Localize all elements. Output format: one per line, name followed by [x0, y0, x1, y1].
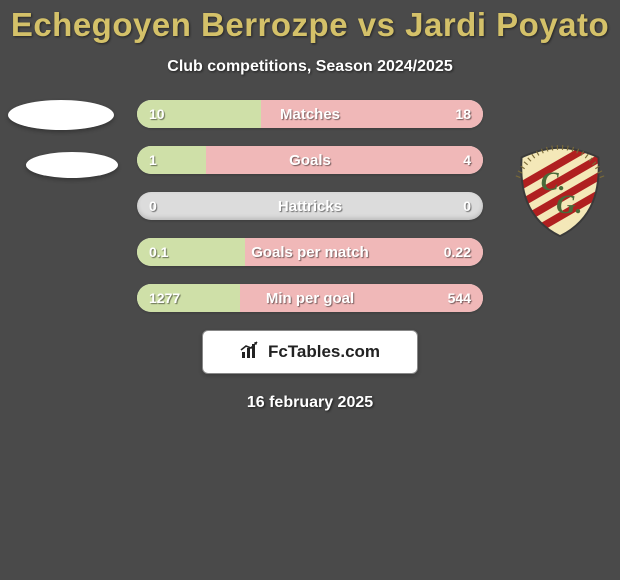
date-label: 16 february 2025: [0, 394, 620, 412]
bar-value-left: 1: [149, 146, 157, 174]
placeholder-ellipse: [26, 152, 118, 178]
bar-value-right: 4: [463, 146, 471, 174]
crest-svg: C. G.: [512, 144, 608, 240]
brand-text: FcTables.com: [268, 342, 380, 362]
bar-label: Hattricks: [137, 192, 483, 220]
stat-bar-row: Goals1 4: [137, 146, 483, 174]
stat-bar-row: Hattricks0 0: [137, 192, 483, 220]
bar-value-right: 18: [455, 100, 471, 128]
subtitle: Club competitions, Season 2024/2025: [0, 58, 620, 76]
stat-bar-row: Matches10 18: [137, 100, 483, 128]
stat-bar-row: Goals per match0.1 0.22: [137, 238, 483, 266]
page-title: Echegoyen Berrozpe vs Jardi Poyato: [0, 0, 620, 44]
bar-label: Goals: [137, 146, 483, 174]
bar-label: Min per goal: [137, 284, 483, 312]
placeholder-ellipse: [8, 100, 114, 130]
svg-text:G.: G.: [556, 189, 582, 219]
bar-label: Goals per match: [137, 238, 483, 266]
bar-value-left: 1277: [149, 284, 180, 312]
bar-value-right: 0: [463, 192, 471, 220]
right-club-crest: C. G.: [512, 144, 608, 240]
bar-value-left: 0.1: [149, 238, 168, 266]
bar-chart-icon: [240, 340, 262, 365]
stat-bar-row: Min per goal1277 544: [137, 284, 483, 312]
bar-label: Matches: [137, 100, 483, 128]
comparison-content: C. G. Matches10 18 Goals1 4 Hattricks0 0 Goals…: [0, 100, 620, 412]
bar-value-right: 544: [448, 284, 471, 312]
brand-box: FcTables.com: [202, 330, 418, 374]
bar-value-left: 10: [149, 100, 165, 128]
bar-chart-icon-svg: [240, 340, 262, 360]
bar-value-right: 0.22: [444, 238, 471, 266]
stat-bars: Matches10 18 Goals1 4 Hattricks0 0 Goals per m…: [137, 100, 483, 312]
bar-value-left: 0: [149, 192, 157, 220]
